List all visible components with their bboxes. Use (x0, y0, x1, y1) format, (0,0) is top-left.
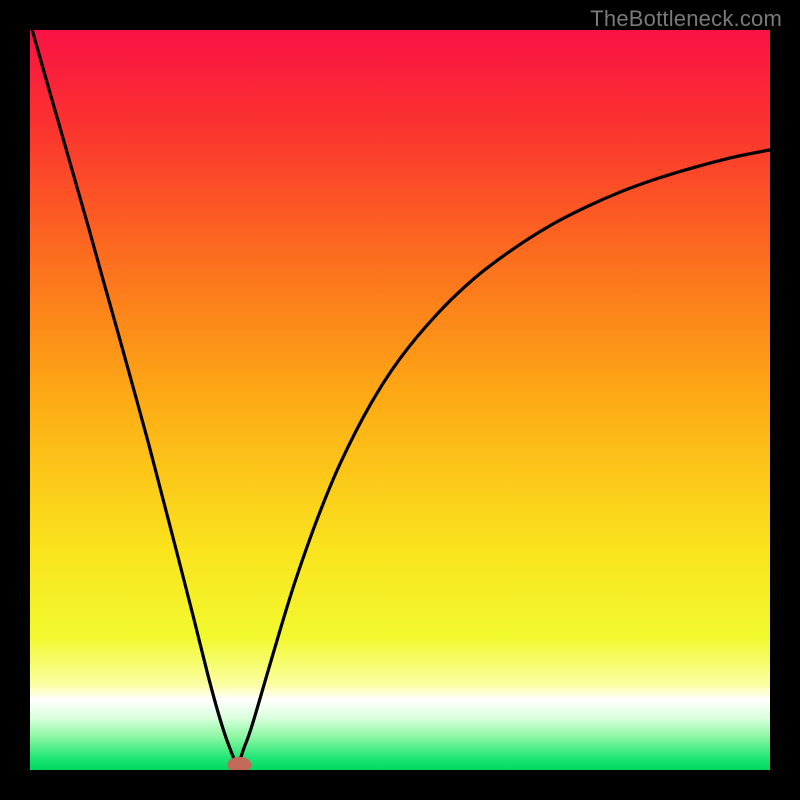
plot-area (30, 30, 770, 770)
chart-frame: TheBottleneck.com (0, 0, 800, 800)
watermark-text: TheBottleneck.com (590, 6, 782, 32)
chart-svg (30, 30, 770, 770)
chart-background (30, 30, 770, 770)
